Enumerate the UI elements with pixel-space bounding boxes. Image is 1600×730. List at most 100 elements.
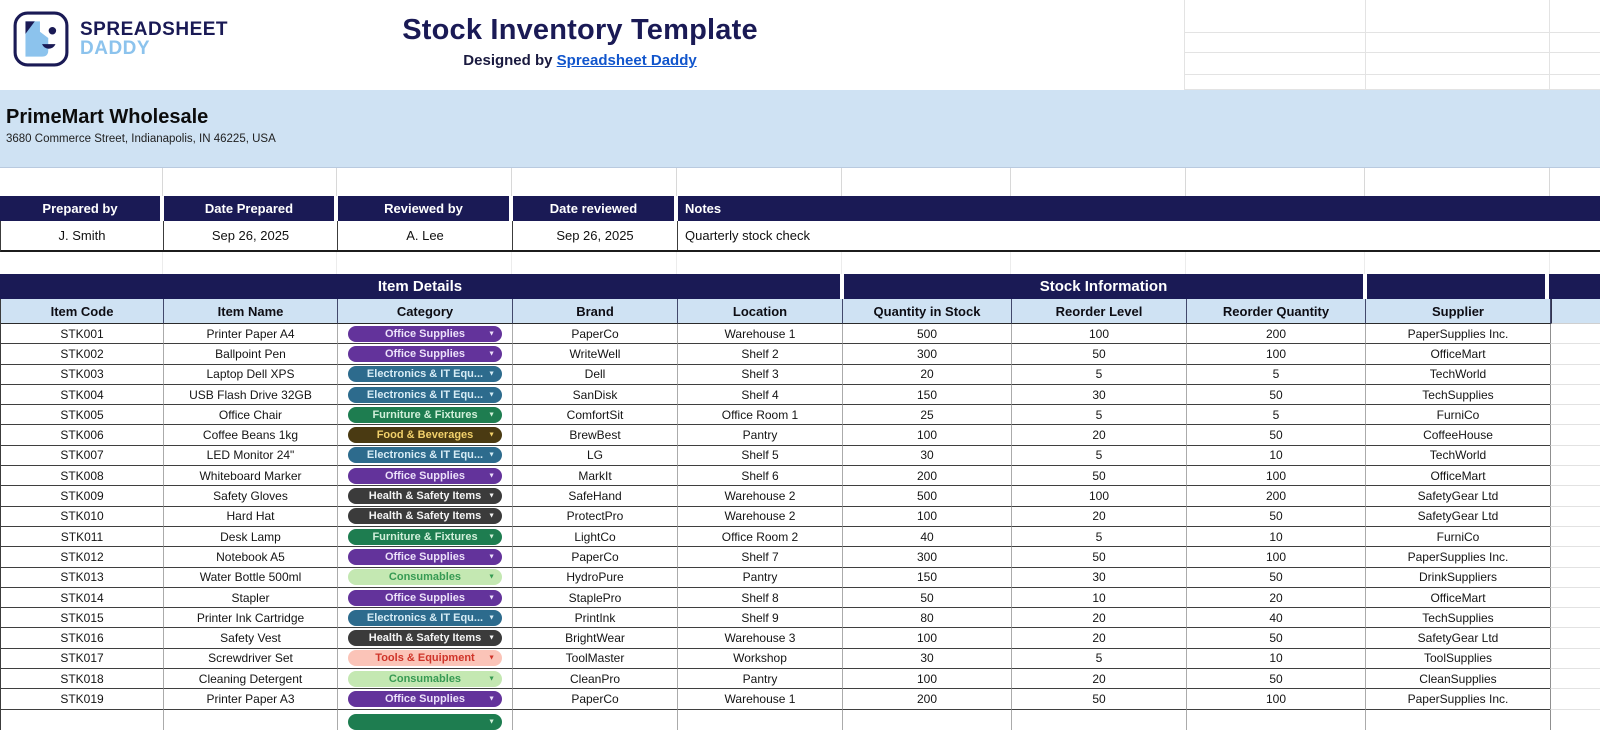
location-cell[interactable]: Office Room 1 [678, 405, 843, 426]
location-cell[interactable]: Warehouse 1 [678, 689, 843, 710]
reorder-level-cell[interactable]: 20 [1012, 608, 1187, 629]
location-cell[interactable]: Shelf 4 [678, 384, 843, 406]
empty-cell[interactable] [1550, 628, 1600, 649]
empty-cell[interactable] [1550, 567, 1600, 588]
category-dropdown[interactable]: Health & Safety Items ▼ [348, 488, 502, 505]
item-code-cell[interactable]: STK019 [1, 689, 164, 710]
category-dropdown[interactable]: Food & Beverages ▼ [348, 427, 502, 444]
supplier-cell[interactable]: SafetyGear Ltd [1366, 486, 1551, 507]
quantity-in-stock-cell[interactable]: 200 [843, 689, 1012, 710]
location-cell[interactable]: Pantry [678, 669, 843, 690]
quantity-in-stock-cell[interactable]: 50 [843, 587, 1012, 609]
category-cell[interactable]: Health & Safety Items ▼ [338, 628, 513, 649]
category-cell[interactable]: Health & Safety Items ▼ [338, 506, 513, 527]
item-code-cell[interactable] [1, 709, 164, 730]
brand-cell[interactable]: ToolMaster [513, 648, 678, 670]
reorder-level-cell[interactable]: 50 [1012, 547, 1187, 568]
supplier-cell[interactable]: CleanSupplies [1366, 669, 1551, 690]
item-name-cell[interactable]: Hard Hat [164, 506, 338, 527]
quantity-in-stock-cell[interactable]: 100 [843, 425, 1012, 446]
category-dropdown[interactable]: Consumables ▼ [348, 569, 502, 586]
location-cell[interactable]: Shelf 5 [678, 445, 843, 467]
reorder-quantity-cell[interactable]: 50 [1187, 628, 1366, 649]
reorder-quantity-cell[interactable]: 100 [1187, 344, 1366, 365]
quantity-in-stock-cell[interactable]: 500 [843, 486, 1012, 507]
quantity-in-stock-cell[interactable]: 100 [843, 628, 1012, 649]
category-cell[interactable]: Consumables ▼ [338, 669, 513, 690]
reorder-level-cell[interactable]: 30 [1012, 567, 1187, 588]
reorder-level-cell[interactable]: 100 [1012, 486, 1187, 507]
brand-cell[interactable]: Dell [513, 364, 678, 385]
brand-cell[interactable]: BrewBest [513, 425, 678, 446]
category-dropdown[interactable]: Electronics & IT Equ... ▼ [348, 447, 502, 464]
quantity-in-stock-cell[interactable]: 500 [843, 324, 1012, 345]
reorder-quantity-cell[interactable]: 100 [1187, 689, 1366, 710]
category-cell[interactable]: Office Supplies ▼ [338, 547, 513, 568]
supplier-cell[interactable]: PaperSupplies Inc. [1366, 324, 1551, 345]
quantity-in-stock-cell[interactable]: 100 [843, 669, 1012, 690]
item-name-cell[interactable]: Ballpoint Pen [164, 344, 338, 365]
empty-cell[interactable] [1550, 384, 1600, 406]
category-cell[interactable]: Electronics & IT Equ... ▼ [338, 384, 513, 406]
brand-cell[interactable]: PrintInk [513, 608, 678, 629]
supplier-cell[interactable]: SafetyGear Ltd [1366, 506, 1551, 527]
category-cell[interactable]: Electronics & IT Equ... ▼ [338, 364, 513, 385]
item-name-cell[interactable]: Safety Gloves [164, 486, 338, 507]
location-cell[interactable]: Warehouse 2 [678, 506, 843, 527]
quantity-in-stock-cell[interactable]: 300 [843, 547, 1012, 568]
category-dropdown[interactable]: Health & Safety Items ▼ [348, 630, 502, 647]
category-dropdown[interactable]: Tools & Equipment ▼ [348, 650, 502, 667]
empty-cell[interactable] [1550, 689, 1600, 710]
category-dropdown[interactable]: Office Supplies ▼ [348, 548, 502, 565]
quantity-in-stock-cell[interactable]: 150 [843, 567, 1012, 588]
empty-cell[interactable] [1550, 324, 1600, 345]
empty-cell[interactable] [1550, 344, 1600, 365]
category-dropdown[interactable]: Office Supplies ▼ [348, 467, 502, 484]
item-code-cell[interactable]: STK001 [1, 324, 164, 345]
empty-cell[interactable] [1550, 405, 1600, 426]
reorder-quantity-cell[interactable]: 200 [1187, 486, 1366, 507]
category-cell[interactable]: Consumables ▼ [338, 567, 513, 588]
item-code-cell[interactable]: STK006 [1, 425, 164, 446]
category-dropdown[interactable]: Office Supplies ▼ [348, 690, 502, 707]
location-cell[interactable]: Shelf 9 [678, 608, 843, 629]
empty-cell[interactable] [1550, 364, 1600, 385]
category-dropdown[interactable]: Electronics & IT Equ... ▼ [348, 366, 502, 383]
reorder-level-cell[interactable]: 30 [1012, 384, 1187, 406]
brand-cell[interactable]: MarkIt [513, 466, 678, 487]
prepared-by-cell[interactable]: J. Smith [1, 221, 164, 250]
reorder-quantity-cell[interactable]: 5 [1187, 405, 1366, 426]
item-code-cell[interactable]: STK015 [1, 608, 164, 629]
supplier-cell[interactable]: OfficeMart [1366, 587, 1551, 609]
reorder-level-cell[interactable]: 5 [1012, 364, 1187, 385]
item-code-cell[interactable]: STK007 [1, 445, 164, 467]
item-name-cell[interactable]: Printer Paper A4 [164, 324, 338, 345]
item-code-cell[interactable]: STK003 [1, 364, 164, 385]
reorder-quantity-cell[interactable]: 100 [1187, 547, 1366, 568]
supplier-cell[interactable]: SafetyGear Ltd [1366, 628, 1551, 649]
reorder-level-cell[interactable]: 10 [1012, 587, 1187, 609]
location-cell[interactable]: Office Room 2 [678, 526, 843, 548]
category-dropdown[interactable]: Office Supplies ▼ [348, 325, 502, 342]
item-name-cell[interactable] [164, 709, 338, 730]
category-cell[interactable]: Tools & Equipment ▼ [338, 648, 513, 670]
item-name-cell[interactable]: Stapler [164, 587, 338, 609]
quantity-in-stock-cell[interactable]: 30 [843, 648, 1012, 670]
reorder-quantity-cell[interactable]: 10 [1187, 526, 1366, 548]
reviewed-by-cell[interactable]: A. Lee [338, 221, 513, 250]
empty-cell[interactable] [1550, 587, 1600, 609]
reorder-level-cell[interactable]: 20 [1012, 506, 1187, 527]
reorder-quantity-cell[interactable]: 200 [1187, 324, 1366, 345]
quantity-in-stock-cell[interactable]: 80 [843, 608, 1012, 629]
supplier-cell[interactable]: TechWorld [1366, 364, 1551, 385]
category-dropdown[interactable]: Electronics & IT Equ... ▼ [348, 386, 502, 403]
reorder-quantity-cell[interactable]: 20 [1187, 587, 1366, 609]
category-cell[interactable]: ▼ [338, 709, 513, 730]
reorder-level-cell[interactable]: 50 [1012, 344, 1187, 365]
empty-cell[interactable] [678, 709, 843, 730]
category-dropdown[interactable]: Furniture & Fixtures ▼ [348, 528, 502, 545]
quantity-in-stock-cell[interactable]: 30 [843, 445, 1012, 467]
reorder-level-cell[interactable]: 100 [1012, 324, 1187, 345]
category-dropdown[interactable]: Furniture & Fixtures ▼ [348, 406, 502, 423]
location-cell[interactable]: Warehouse 1 [678, 324, 843, 345]
